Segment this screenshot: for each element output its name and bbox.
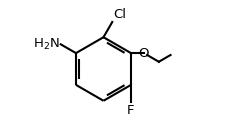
Text: Cl: Cl: [113, 8, 126, 21]
Text: H$_2$N: H$_2$N: [33, 37, 60, 52]
Text: O: O: [139, 47, 149, 60]
Text: F: F: [127, 104, 135, 117]
